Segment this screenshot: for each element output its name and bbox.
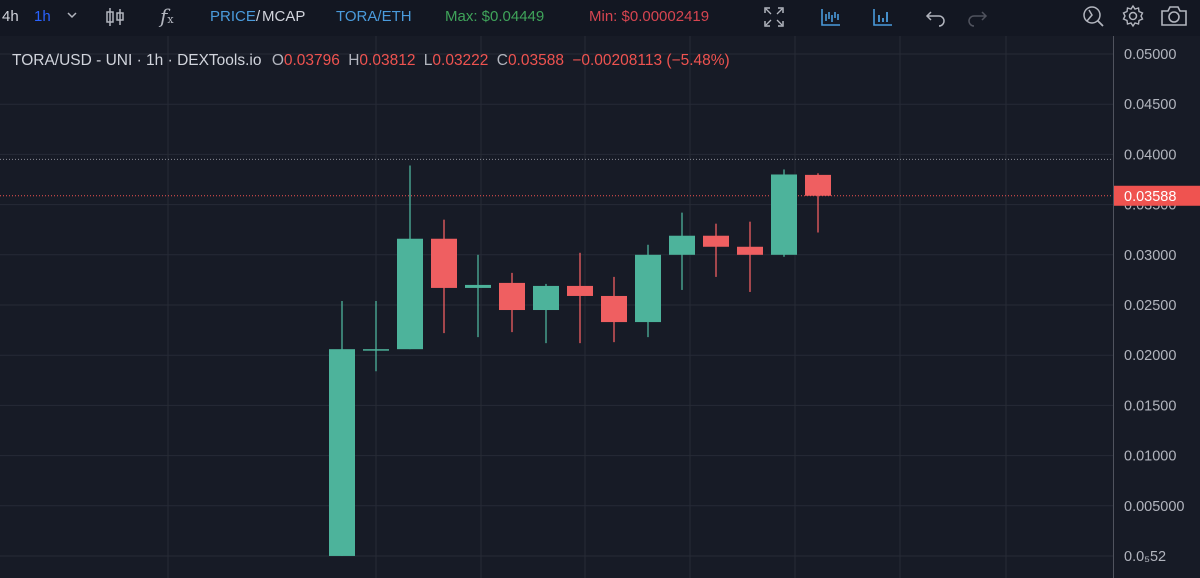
price-axis: 0.050000.045000.040000.035000.030000.025… <box>1113 36 1200 578</box>
price-mcap-separator: / <box>256 8 261 25</box>
candle-body <box>533 285 559 311</box>
candle-body <box>737 246 763 255</box>
bar-chart-icon[interactable] <box>872 6 894 28</box>
high-value: 0.03812 <box>359 52 416 69</box>
candlestick-icon[interactable] <box>104 6 126 28</box>
close-key: C <box>496 52 508 69</box>
min-price-label: Min: $0.00002419 <box>589 8 710 25</box>
candle-body <box>499 282 525 311</box>
y-tick-label: 0.005000 <box>1124 499 1184 515</box>
toolbar: 4h 1h fx PRICE / MCAP TORA/ETH Max: $0.0… <box>0 0 1200 36</box>
candles <box>329 165 831 556</box>
gear-icon[interactable] <box>1121 4 1145 28</box>
candle-body <box>329 349 355 556</box>
magic-wand-icon[interactable] <box>1081 4 1105 28</box>
candle-body <box>431 238 457 288</box>
close-value: 0.03588 <box>507 52 564 69</box>
candle-body <box>465 284 491 288</box>
y-tick-label: 0.04000 <box>1124 147 1176 163</box>
y-tick-label: 0.01000 <box>1124 449 1176 465</box>
mcap-toggle[interactable]: MCAP <box>262 8 306 25</box>
chevron-down-icon[interactable] <box>66 10 78 20</box>
interval-1h[interactable]: 1h <box>34 8 51 25</box>
y-tick-label: 0.01500 <box>1124 398 1176 414</box>
candle-body <box>601 295 627 323</box>
candle-body <box>567 285 593 296</box>
chart-legend: TORA/USD - UNI · 1h · DEXTools.io O0.037… <box>12 52 730 70</box>
high-key: H <box>348 52 360 69</box>
last-price-tag-text: 0.03588 <box>1124 189 1176 205</box>
chart-title: TORA/USD - UNI · 1h · DEXTools.io <box>12 52 262 69</box>
change-value: −0.00208113 (−5.48%) <box>572 52 730 69</box>
y-tick-label: 0.02500 <box>1124 298 1176 314</box>
price-toggle[interactable]: PRICE <box>210 8 256 25</box>
y-tick-label: 0.0₅52 <box>1124 549 1166 565</box>
interval-4h[interactable]: 4h <box>2 8 19 25</box>
fullscreen-icon[interactable] <box>763 6 785 28</box>
y-tick-label: 0.05000 <box>1124 47 1176 63</box>
candle-body <box>771 174 797 255</box>
function-icon[interactable]: fx <box>160 4 174 28</box>
chart-grid <box>0 36 1113 578</box>
y-tick-label: 0.03000 <box>1124 248 1176 264</box>
candle-body <box>397 238 423 350</box>
candle-body <box>669 235 695 255</box>
y-tick-label: 0.02000 <box>1124 348 1176 364</box>
pair-eth-toggle[interactable]: TORA/ETH <box>336 8 412 25</box>
low-value: 0.03222 <box>432 52 489 69</box>
candle-body <box>805 174 831 196</box>
indicators-icon[interactable] <box>820 6 842 28</box>
price-chart[interactable]: 0.050000.045000.040000.035000.030000.025… <box>0 36 1200 578</box>
candle-body <box>363 349 389 351</box>
max-price-label: Max: $0.04449 <box>445 8 545 25</box>
redo-icon[interactable] <box>966 6 988 28</box>
last-price-tag <box>1114 185 1200 206</box>
y-tick-label: 0.04500 <box>1124 97 1176 113</box>
open-value: 0.03796 <box>283 52 340 69</box>
camera-icon[interactable] <box>1160 4 1188 28</box>
candle-body <box>635 254 661 323</box>
open-key: O <box>271 52 284 69</box>
candle-body <box>703 235 729 247</box>
undo-icon[interactable] <box>925 6 947 28</box>
low-key: L <box>423 52 433 69</box>
